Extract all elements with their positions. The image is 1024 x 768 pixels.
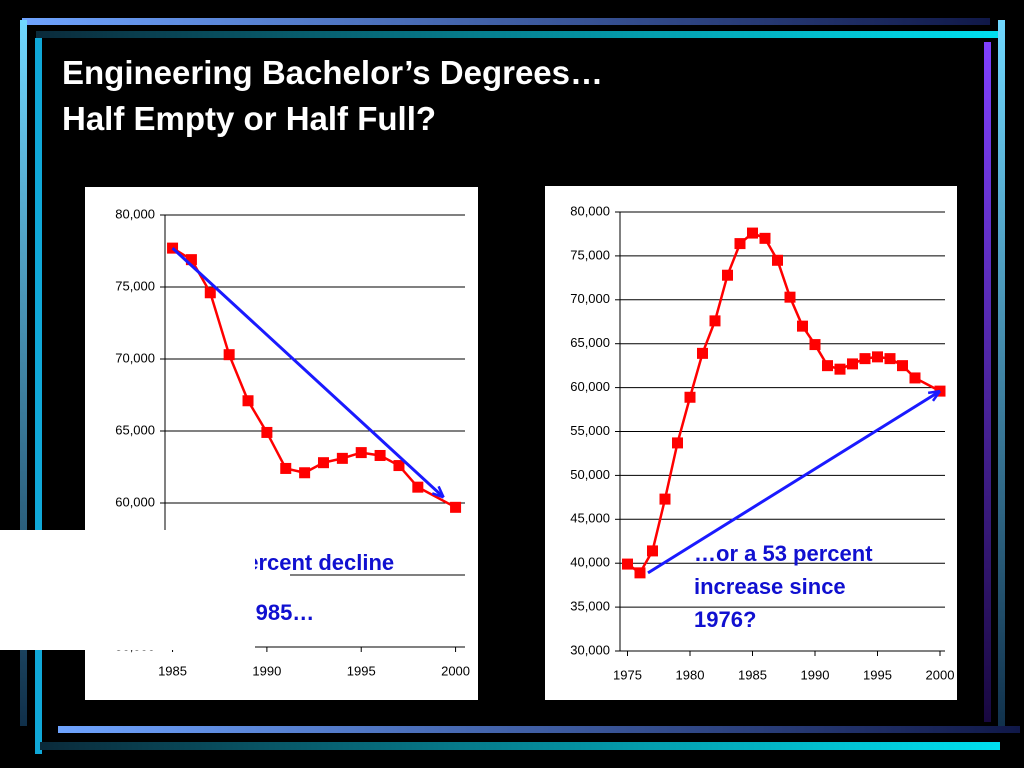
data-point [809,339,821,351]
data-point [261,426,273,438]
data-point [223,349,235,361]
decor-bar [984,42,991,722]
decor-bar [35,38,42,754]
y-tick-label: 75,000 [115,278,155,293]
data-point [242,395,254,407]
data-point [622,558,633,570]
x-tick-label: 1995 [863,667,892,682]
data-point [847,358,858,370]
data-point [393,460,405,472]
data-point [697,347,708,359]
y-tick-label: 80,000 [115,206,155,221]
annotation: 1976? [694,607,756,632]
arrow-head [927,389,942,402]
data-point [374,449,386,461]
decor-bar [998,20,1005,732]
y-tick-label: 60,000 [115,494,155,509]
annotation-backdrop [0,530,255,650]
y-tick-label: 75,000 [570,247,610,262]
data-point [684,391,696,403]
x-tick-label: 1990 [801,667,830,682]
data-point [859,353,871,365]
data-point [204,287,216,299]
x-tick-label: 1985 [158,663,187,678]
y-tick-label: 70,000 [115,350,155,365]
y-tick-label: 65,000 [115,422,155,437]
y-tick-label: 70,000 [570,291,610,306]
data-point [884,353,896,365]
annotation: increase since [694,574,846,599]
decor-bar [20,20,27,726]
data-point [659,493,671,505]
data-point [355,447,367,459]
data-point [747,227,758,239]
data-point [797,320,808,332]
data-point [897,360,908,372]
data-point [834,363,846,375]
decor-bar [22,18,990,25]
y-tick-label: 45,000 [570,511,610,526]
title: Engineering Bachelor’s Degrees… [62,54,603,91]
data-point [336,452,348,464]
y-tick-label: 60,000 [570,379,610,394]
decor-bar [36,31,1002,38]
data-point [280,462,292,474]
x-tick-label: 1990 [252,663,281,678]
data-point [784,291,796,303]
data-point [909,372,921,384]
data-point [412,481,424,493]
trend-arrow [647,389,941,575]
y-tick-label: 65,000 [570,335,610,350]
data-point [722,269,733,281]
y-tick-label: 35,000 [570,599,610,614]
data-point [759,232,771,244]
y-tick-label: 50,000 [570,467,610,482]
annotation: …or a 53 percent [694,541,873,566]
data-point [450,501,462,513]
chart-panel [545,186,957,700]
y-tick-label: 30,000 [570,642,610,657]
x-tick-label: 2000 [441,663,470,678]
data-point [872,351,883,363]
data-point [317,457,329,469]
decor-bar [40,742,1000,750]
data-point [734,238,746,250]
data-point [647,545,658,557]
y-tick-label: 80,000 [570,203,610,218]
y-tick-label: 40,000 [570,555,610,570]
x-tick-label: 1995 [347,663,376,678]
data-point [709,315,721,327]
x-tick-label: 2000 [926,667,955,682]
x-tick-label: 1980 [676,667,705,682]
arrow-head [431,485,445,499]
y-tick-label: 55,000 [570,423,610,438]
title: Half Empty or Half Full? [62,100,436,137]
decor-bar [58,726,1020,733]
data-point [634,567,646,579]
data-point [185,254,197,266]
data-point [772,254,783,266]
data-point [299,467,311,479]
x-tick-label: 1985 [738,667,767,682]
trend-arrow [171,247,445,499]
x-tick-label: 1975 [613,667,642,682]
data-point [672,437,683,449]
data-point [822,360,833,372]
